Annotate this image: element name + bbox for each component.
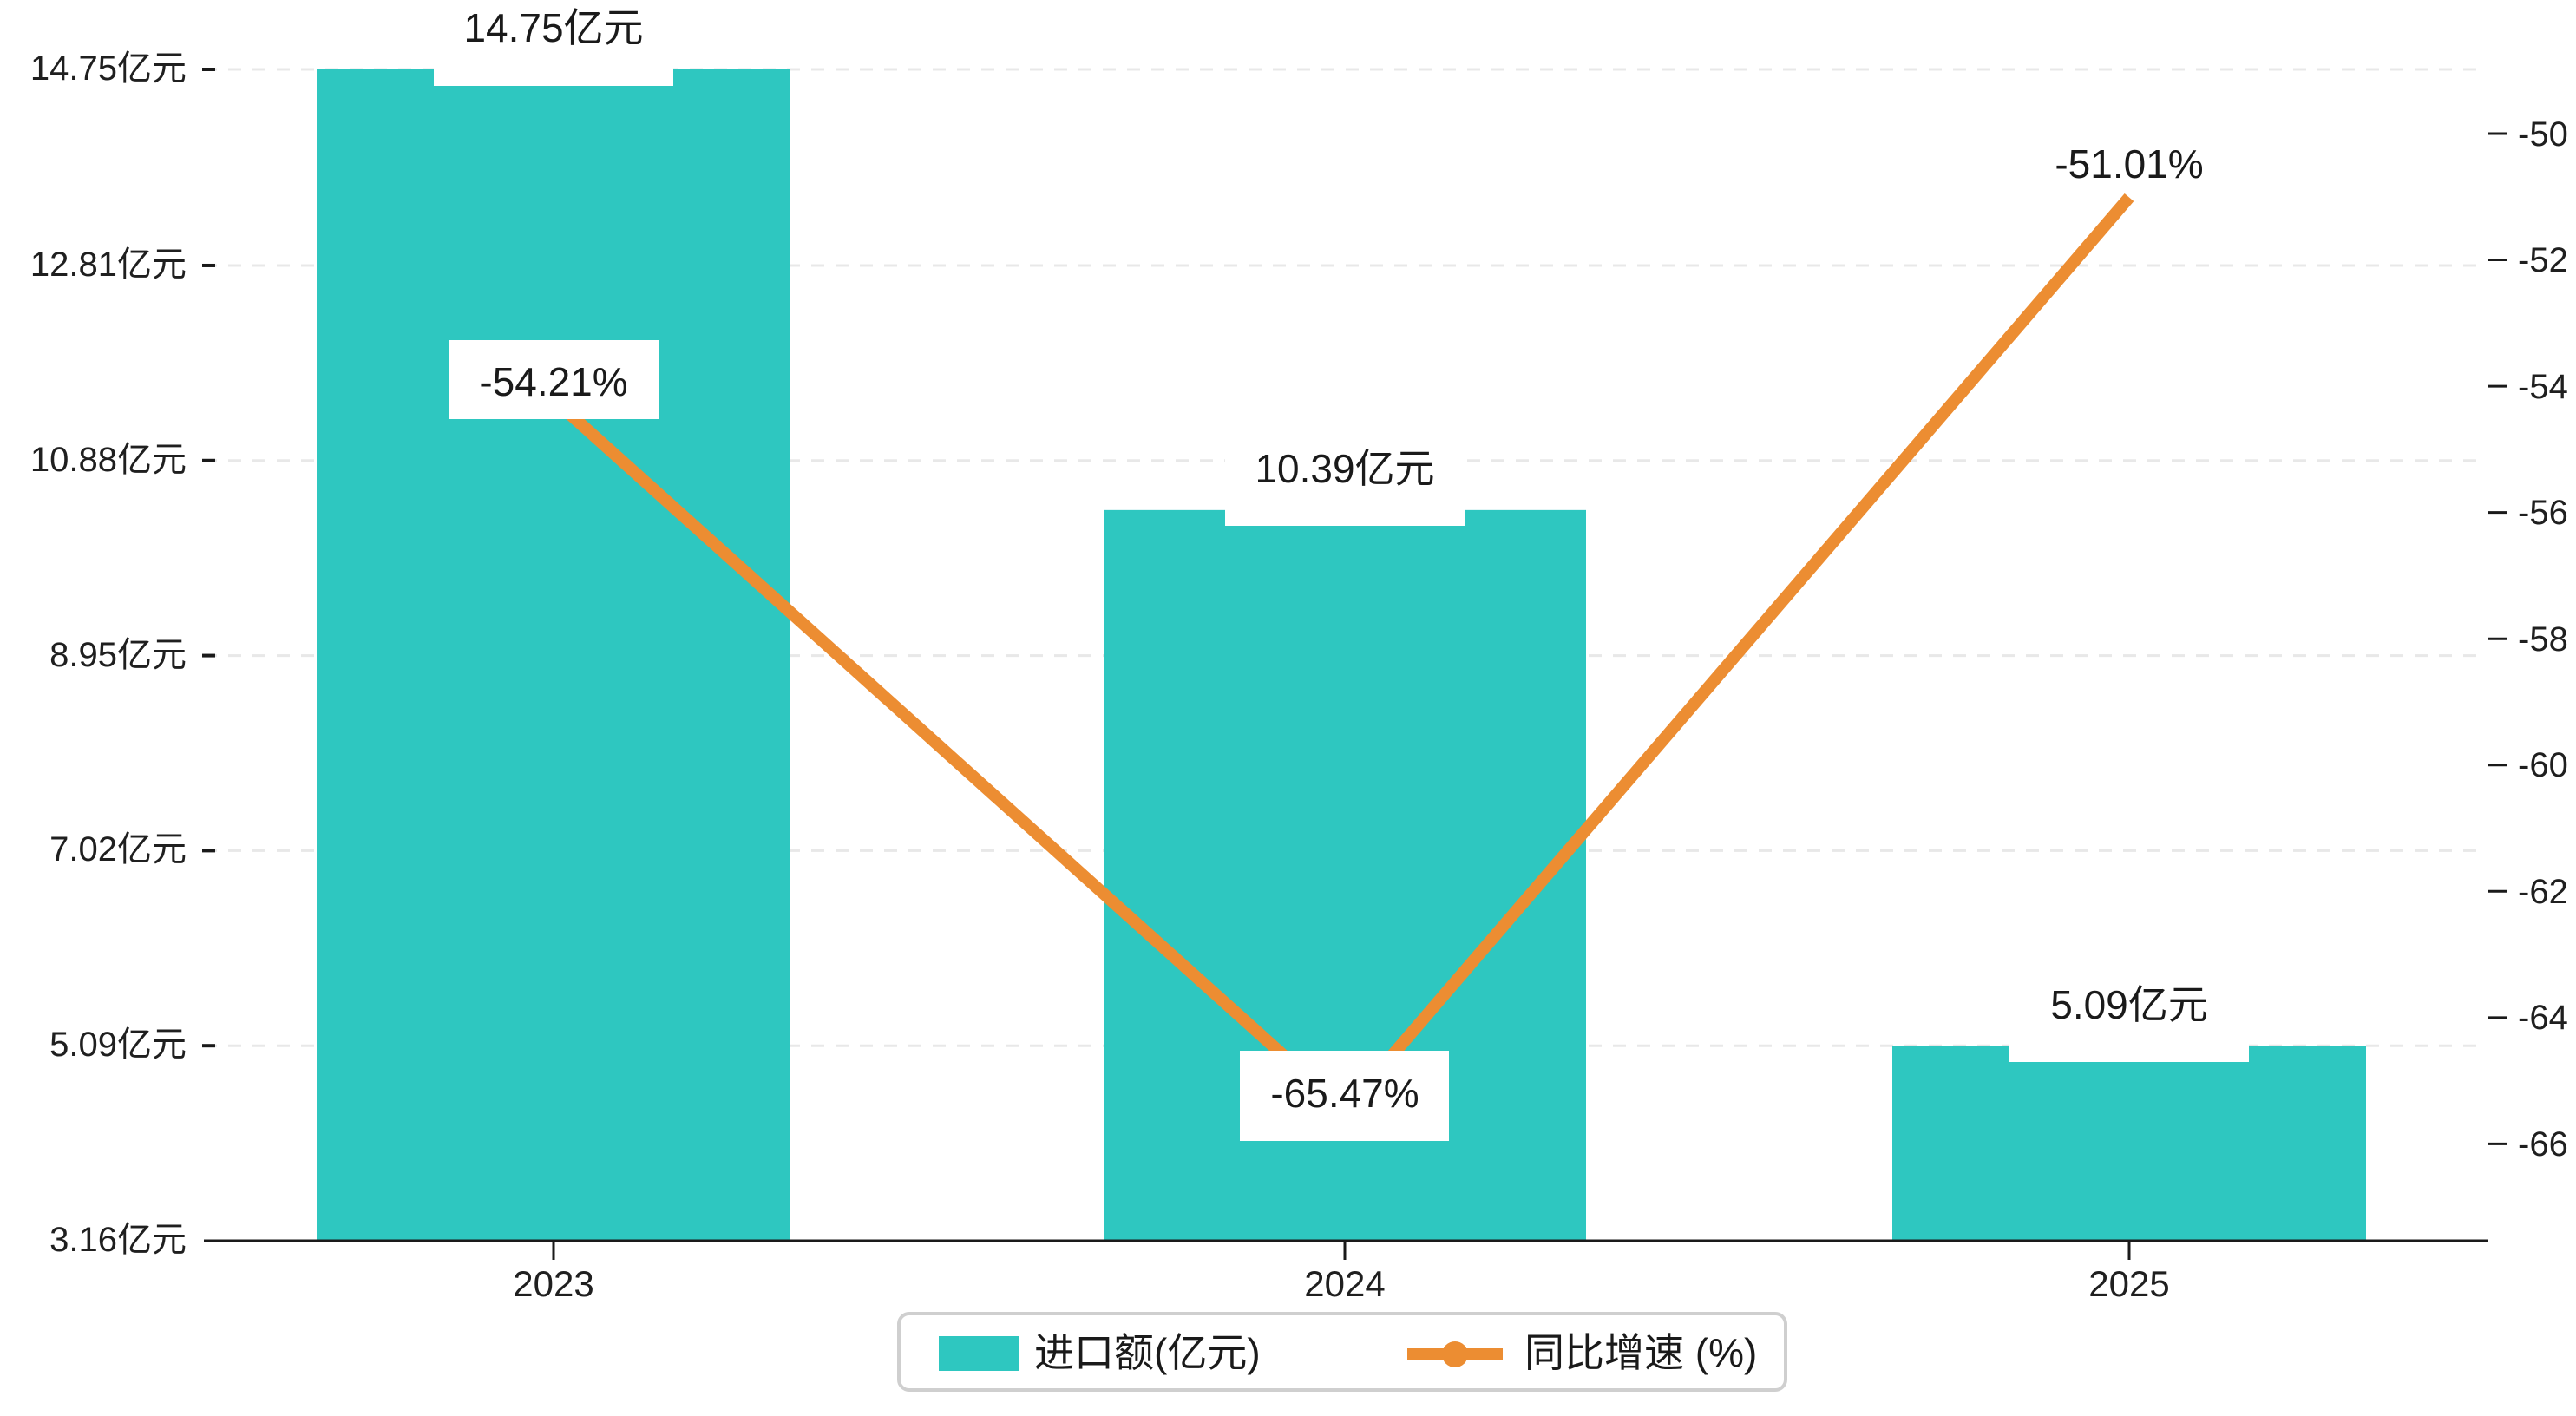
svg-text:3.16亿元: 3.16亿元: [49, 1221, 187, 1259]
svg-text:2024: 2024: [1304, 1263, 1385, 1304]
svg-text:5.09亿元: 5.09亿元: [2050, 982, 2208, 1027]
svg-text:10.39亿元: 10.39亿元: [1255, 446, 1434, 491]
svg-text:10.88亿元: 10.88亿元: [30, 441, 187, 479]
svg-text:12.81亿元: 12.81亿元: [30, 246, 187, 284]
svg-text:-60: -60: [2518, 746, 2568, 784]
svg-text:-52: -52: [2518, 241, 2568, 279]
svg-text:2023: 2023: [513, 1263, 593, 1304]
svg-text:-51.01%: -51.01%: [2055, 141, 2203, 187]
svg-text:14.75亿元: 14.75亿元: [30, 49, 187, 88]
svg-text:-56: -56: [2518, 494, 2568, 532]
svg-text:同比增速 (%): 同比增速 (%): [1524, 1330, 1757, 1375]
svg-text:-66: -66: [2518, 1125, 2568, 1164]
svg-text:14.75亿元: 14.75亿元: [463, 5, 643, 50]
svg-text:2025: 2025: [2088, 1263, 2169, 1304]
svg-text:-58: -58: [2518, 620, 2568, 659]
svg-text:7.02亿元: 7.02亿元: [49, 830, 187, 869]
svg-text:-64: -64: [2518, 999, 2568, 1037]
svg-text:8.95亿元: 8.95亿元: [49, 636, 187, 674]
svg-text:-62: -62: [2518, 873, 2568, 911]
svg-text:-50: -50: [2518, 115, 2568, 154]
svg-text:-54: -54: [2518, 368, 2568, 406]
svg-text:-54.21%: -54.21%: [479, 359, 627, 404]
svg-text:5.09亿元: 5.09亿元: [49, 1026, 187, 1064]
svg-text:-65.47%: -65.47%: [1270, 1071, 1419, 1116]
svg-text:进口额(亿元): 进口额(亿元): [1034, 1330, 1261, 1375]
